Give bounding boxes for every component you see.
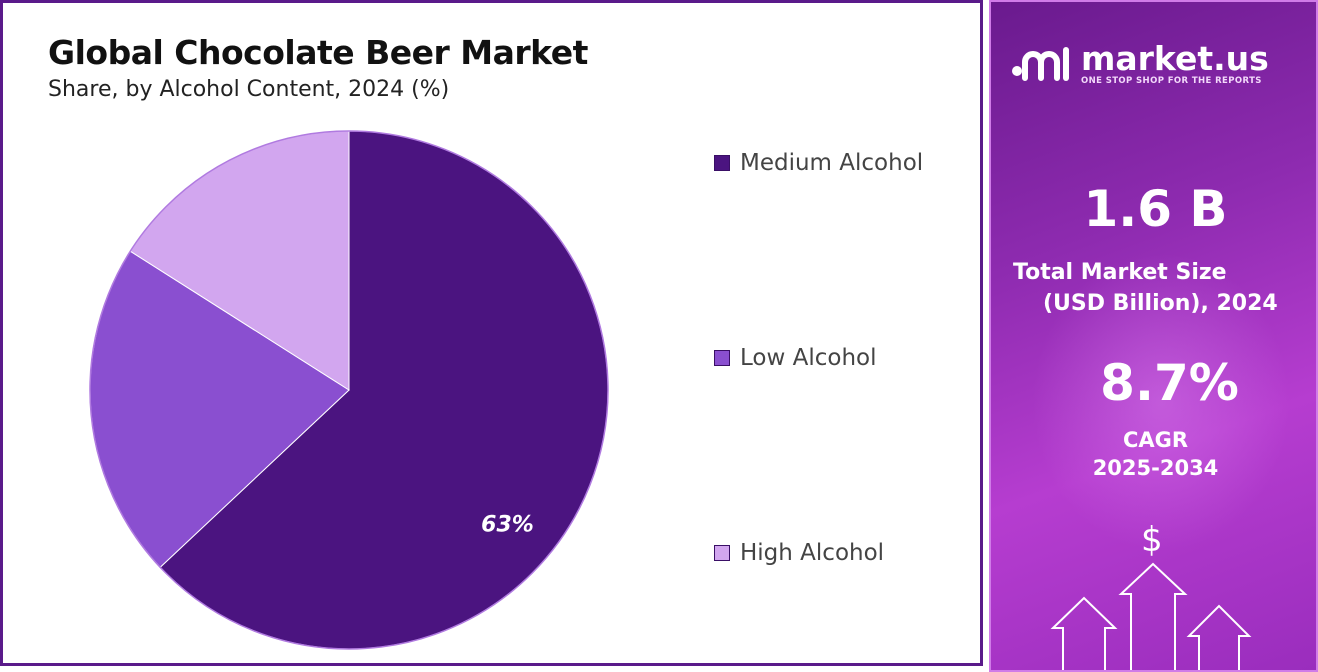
legend-swatch bbox=[714, 155, 730, 171]
pie-data-label-medium-alcohol: 63% bbox=[481, 512, 534, 537]
brand-logo: market.us ONE STOP SHOP FOR THE REPORTS bbox=[1011, 42, 1269, 86]
pie-outline bbox=[89, 130, 609, 650]
legend-swatch bbox=[714, 350, 730, 366]
summary-panel: market.us ONE STOP SHOP FOR THE REPORTS … bbox=[989, 0, 1318, 672]
chart-title: Global Chocolate Beer Market bbox=[48, 33, 588, 72]
pie-chart: 63% bbox=[89, 130, 609, 650]
up-arrow-icon bbox=[1118, 562, 1188, 670]
up-arrow-icon bbox=[1050, 596, 1118, 670]
market-size-value: 1.6 B bbox=[1083, 180, 1228, 238]
market-size-label-line2: (USD Billion), 2024 bbox=[1043, 291, 1278, 316]
cagr-label: CAGR bbox=[1122, 428, 1189, 452]
legend-item-high-alcohol: High Alcohol bbox=[714, 540, 884, 566]
cagr-period: 2025-2034 bbox=[1092, 456, 1219, 480]
market-size-label-line1: Total Market Size bbox=[1013, 260, 1227, 285]
up-arrow-icon bbox=[1186, 604, 1252, 670]
brand-tagline: ONE STOP SHOP FOR THE REPORTS bbox=[1081, 76, 1262, 86]
legend-label: Low Alcohol bbox=[740, 345, 877, 371]
cagr-value: 8.7% bbox=[1100, 354, 1239, 412]
growth-arrows bbox=[1050, 562, 1252, 670]
legend-item-medium-alcohol: Medium Alcohol bbox=[714, 150, 923, 176]
market-us-logo-icon bbox=[1012, 47, 1069, 81]
legend-label: Medium Alcohol bbox=[740, 150, 924, 176]
dollar-sign-icon: $ bbox=[1141, 520, 1163, 560]
brand-name: market.us bbox=[1081, 39, 1269, 78]
chart-subtitle: Share, by Alcohol Content, 2024 (%) bbox=[48, 77, 450, 102]
legend-label: High Alcohol bbox=[740, 540, 885, 566]
legend-item-low-alcohol: Low Alcohol bbox=[714, 345, 876, 371]
legend-swatch bbox=[714, 545, 730, 561]
chart-panel: Global Chocolate Beer Market Share, by A… bbox=[0, 0, 983, 666]
background-glow bbox=[1031, 252, 1291, 552]
